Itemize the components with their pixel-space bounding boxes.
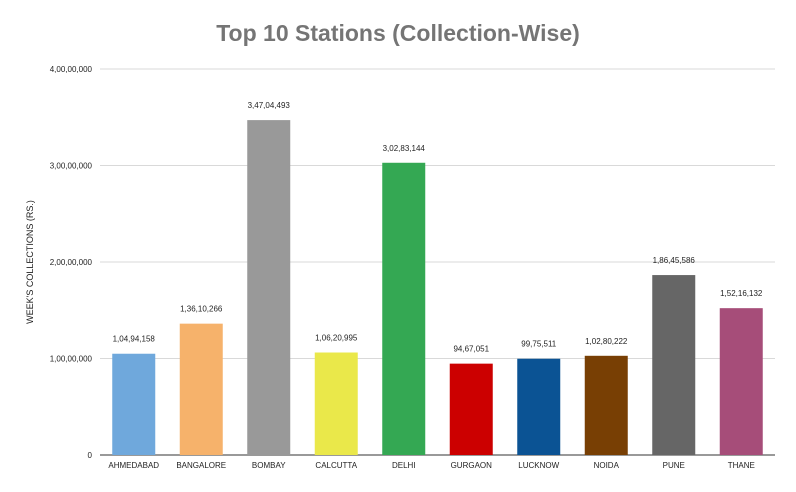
y-tick-label: 1,00,00,000: [50, 355, 93, 364]
y-tick-label: 2,00,00,000: [50, 258, 93, 267]
bar-ahmedabad: [112, 353, 156, 455]
data-label: 3,47,04,493: [248, 101, 291, 110]
x-axis-ticks: AHMEDABAD BANGALORE BOMBAY CALCUTTA DELHI GUR…: [108, 461, 754, 470]
data-label: 1,04,94,158: [113, 335, 156, 344]
data-label: 1,86,45,586: [653, 256, 696, 265]
data-label: 1,02,80,222: [585, 337, 628, 346]
bar-calcutta: [314, 352, 358, 455]
data-label: 94,67,051: [453, 345, 489, 354]
x-tick-label: NOIDA: [594, 461, 620, 470]
x-tick-label: BOMBAY: [252, 461, 286, 470]
bars: [112, 120, 763, 456]
bar-pune: [652, 275, 696, 455]
bar-bangalore: [179, 323, 223, 455]
data-label: 1,52,16,132: [720, 289, 763, 298]
bar-thane: [719, 308, 763, 455]
y-tick-label: 4,00,00,000: [50, 65, 93, 74]
bar-lucknow: [517, 358, 561, 455]
y-tick-label: 3,00,00,000: [50, 162, 93, 171]
x-tick-label: CALCUTTA: [315, 461, 357, 470]
data-label: 1,36,10,266: [180, 305, 223, 314]
data-label: 1,06,20,995: [315, 334, 358, 343]
data-label: 99,75,511: [521, 340, 557, 349]
x-tick-label: PUNE: [663, 461, 685, 470]
bar-gurgaon: [449, 363, 493, 455]
x-tick-label: LUCKNOW: [518, 461, 559, 470]
chart-title: Top 10 Stations (Collection-Wise): [216, 20, 580, 46]
y-tick-label: 0: [88, 451, 93, 460]
data-labels: 1,04,94,158 1,36,10,266 3,47,04,493 1,06,20…: [113, 101, 763, 354]
bar-noida: [584, 355, 628, 455]
x-tick-label: GURGAON: [451, 461, 493, 470]
data-label: 3,02,83,144: [383, 144, 426, 153]
x-tick-label: BANGALORE: [176, 461, 226, 470]
y-axis-ticks: 0 1,00,00,000 2,00,00,000 3,00,00,000 4,00,0…: [50, 65, 93, 460]
x-tick-label: THANE: [728, 461, 755, 470]
x-tick-label: AHMEDABAD: [108, 461, 159, 470]
bar-bombay: [247, 120, 291, 456]
y-axis-title: WEEK'S COLLECTIONS (RS.): [25, 200, 35, 324]
x-tick-label: DELHI: [392, 461, 416, 470]
bar-delhi: [382, 162, 426, 456]
